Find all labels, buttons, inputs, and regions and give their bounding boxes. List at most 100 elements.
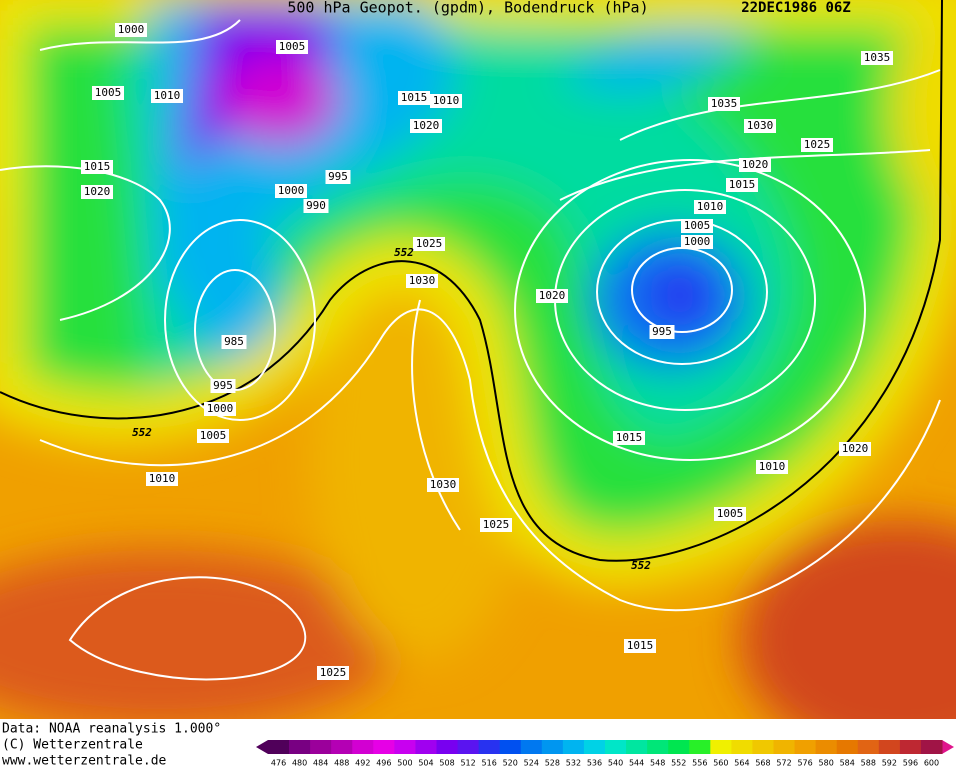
colorbar-segment (710, 740, 732, 754)
colorbar-label: 492 (355, 759, 370, 768)
colorbar-label: 552 (671, 759, 686, 768)
colorbar-segment (878, 740, 901, 754)
isobar-label-box (398, 91, 430, 105)
colorbar-segment (626, 740, 648, 754)
colorbar-segment (436, 740, 459, 754)
colorbar-label: 532 (566, 759, 581, 768)
colorbar-label: 600 (924, 759, 939, 768)
isobar-label: 1025 (483, 518, 510, 531)
colorbar-segment (562, 740, 585, 754)
isobar-label-box (694, 200, 726, 214)
footer-text: (C) Wetterzentrale (2, 738, 143, 753)
isobar-label-box (81, 160, 113, 174)
map-date: 22DEC1986 06Z (741, 0, 851, 16)
isobar-label-box (536, 289, 568, 303)
isobar-label-box (92, 86, 124, 100)
colorbar-label: 548 (650, 759, 665, 768)
colorbar-label: 508 (439, 759, 454, 768)
isobar-label: 1025 (804, 138, 831, 151)
map-title: 500 hPa Geopot. (gpdm), Bodendruck (hPa) (287, 0, 648, 17)
colorbar-arrow (942, 740, 954, 754)
colorbar-label: 540 (608, 759, 623, 768)
isobar-label: 1010 (154, 89, 181, 102)
isobar-label-box (275, 184, 307, 198)
colorbar-segment (689, 740, 711, 754)
isobar-label: 552 (394, 246, 414, 259)
isobar-label: 990 (306, 199, 326, 212)
isobar-label: 1020 (413, 119, 440, 132)
colorbar-segment (415, 740, 437, 754)
isobar-label: 1010 (759, 460, 786, 473)
colorbar-label: 572 (776, 759, 791, 768)
colorbar-segment (583, 740, 606, 754)
isobar-label: 1020 (84, 185, 111, 198)
isobar-label: 1030 (430, 478, 457, 491)
isobar-label: 1025 (320, 666, 347, 679)
colorbar-label: 496 (376, 759, 391, 768)
colorbar-label: 476 (271, 759, 286, 768)
isobar-label: 1005 (95, 86, 122, 99)
colorbar-label: 524 (524, 759, 539, 768)
isobar-label: 1000 (207, 402, 234, 415)
colorbar-label: 512 (460, 759, 475, 768)
colorbar-segment (731, 740, 753, 754)
isobar-label: 995 (328, 170, 348, 183)
isobar-label-box (861, 51, 893, 65)
isobar-label: 995 (652, 325, 672, 338)
isobar-label: 1010 (697, 200, 724, 213)
colorbar-label: 596 (903, 759, 918, 768)
isobar-label-box (624, 639, 656, 653)
colorbar-label: 592 (882, 759, 897, 768)
isobar-label-box (413, 237, 445, 251)
isobar-label: 1020 (539, 289, 566, 302)
colorbar-segment (289, 740, 311, 754)
colorbar-segment (373, 740, 395, 754)
colorbar-segment (899, 740, 922, 754)
isobar-label-box (681, 219, 713, 233)
colorbar-segment (668, 740, 690, 754)
colorbar-segment (268, 740, 290, 754)
colorbar-label: 560 (713, 759, 728, 768)
colorbar-segment (499, 740, 522, 754)
isobar-label-box (756, 460, 788, 474)
isobar-label-box (726, 178, 758, 192)
isobar-label: 1010 (149, 472, 176, 485)
isobar-label-box (197, 429, 229, 443)
isobar-label-box (410, 119, 442, 133)
isobar-label-box (81, 185, 113, 199)
colorbar-segment (647, 740, 669, 754)
isobar-label-box (430, 94, 462, 108)
colorbar-label: 576 (797, 759, 812, 768)
isobar-label-box (115, 23, 147, 37)
isobar-label: 552 (631, 559, 651, 572)
colorbar-label: 556 (692, 759, 707, 768)
colorbar-label: 520 (503, 759, 518, 768)
colorbar-segment (541, 740, 564, 754)
colorbar-segment (520, 740, 543, 754)
isobar-label-box (303, 199, 329, 213)
isobar-label-box (406, 274, 438, 288)
isobar-label-box (708, 97, 740, 111)
colorbar-label: 488 (334, 759, 349, 768)
isobar-label: 1020 (742, 158, 769, 171)
colorbar-segment (331, 740, 353, 754)
colorbar-label: 480 (292, 759, 307, 768)
isobar-label-box (739, 158, 771, 172)
isobar-label: 1000 (118, 23, 145, 36)
colorbar-label: 500 (397, 759, 412, 768)
colorbar-label: 536 (587, 759, 602, 768)
isobar-label-box (801, 138, 833, 152)
isobar-label: 1030 (747, 119, 774, 132)
isobar-label-box (276, 40, 308, 54)
isobar-label: 1015 (627, 639, 654, 652)
isobar-label-box (480, 518, 512, 532)
isobar-label-box (210, 379, 236, 393)
colorbar-label: 584 (840, 759, 855, 768)
footer-text: Data: NOAA reanalysis 1.000° (2, 722, 221, 737)
colorbar-segment (773, 740, 796, 754)
isobar-label: 1015 (616, 431, 643, 444)
isobar-label-box (649, 325, 675, 339)
isobar-label: 1000 (684, 235, 711, 248)
